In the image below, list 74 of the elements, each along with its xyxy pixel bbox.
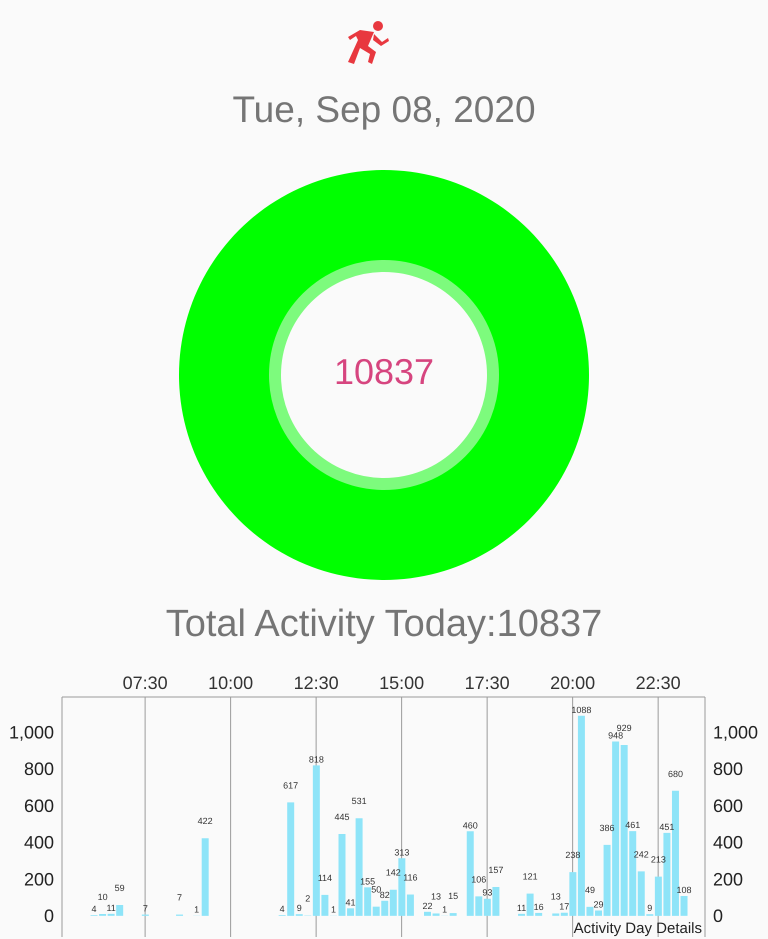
data-label: 617 [283, 780, 298, 790]
data-label: 142 [386, 868, 401, 878]
y-tick-label: 800 [24, 759, 54, 780]
data-label: 680 [668, 768, 683, 779]
data-label: 445 [334, 812, 350, 822]
data-label: 13 [431, 891, 442, 902]
data-label: 386 [600, 822, 615, 833]
y2-tick-label: 400 [713, 832, 744, 853]
data-label: 50 [371, 884, 382, 895]
data-label: 422 [198, 816, 213, 826]
data-label: 114 [318, 872, 332, 883]
y2-tick-label: 600 [713, 796, 744, 816]
data-label: 451 [659, 822, 674, 832]
data-label: 22 [422, 900, 433, 911]
data-label: 106 [471, 874, 486, 884]
x-tick-label: 07:30 [122, 673, 168, 693]
data-label: 121 [522, 872, 538, 882]
data-label: 242 [634, 849, 649, 860]
data-label: 9 [647, 903, 652, 914]
data-label: 818 [308, 754, 324, 764]
data-label: 157 [488, 864, 504, 875]
data-label: 313 [394, 847, 410, 858]
data-label: 461 [625, 820, 640, 830]
y2-tick-label: 1,000 [713, 722, 758, 742]
data-label: 17 [559, 902, 570, 912]
text: 10837 [332, 351, 436, 393]
y-tick-label: 1,000 [8, 722, 54, 742]
data-label: 108 [676, 884, 692, 895]
data-label: 4 [280, 904, 285, 914]
data-label: 1 [442, 904, 448, 915]
data-label: 531 [352, 796, 367, 806]
y2-tick-label: 200 [713, 869, 744, 890]
data-label: 155 [360, 876, 376, 886]
data-label: 7 [177, 892, 182, 903]
data-label: 2 [305, 893, 310, 904]
data-label: 948 [608, 730, 624, 741]
data-label: 4 [92, 904, 97, 914]
data-label: 213 [650, 854, 666, 865]
data-label: 41 [346, 897, 356, 908]
x-tick-label: 12:30 [294, 673, 339, 693]
x-tick-label: 20:00 [550, 673, 596, 693]
data-label: 1 [330, 904, 336, 915]
data-label: 7 [142, 904, 148, 914]
data-label: 49 [584, 884, 595, 895]
y2-tick-label: 800 [713, 759, 744, 780]
data-label: 16 [534, 902, 544, 912]
chart-title: Total Activity Today:10837 [164, 602, 604, 647]
y-tick-label: 400 [24, 832, 54, 853]
data-label: 93 [482, 888, 492, 898]
data-label: 15 [448, 891, 458, 902]
y2-tick-label: 0 [713, 906, 724, 926]
data-label: 460 [462, 820, 478, 830]
data-label: 1088 [571, 704, 592, 715]
y-tick-label: 600 [24, 796, 54, 816]
data-label: 1 [194, 904, 200, 915]
x-tick-label: 15:00 [379, 673, 424, 693]
x-tick-label: 17:30 [464, 673, 510, 693]
data-label: 11 [106, 902, 116, 913]
data-label: 29 [594, 900, 604, 910]
annotation: Activity Day Details [574, 920, 702, 937]
x-tick-label: 10:00 [208, 673, 254, 693]
y-tick-label: 0 [44, 906, 54, 926]
data-label: 10 [98, 892, 108, 902]
y-tick-label: 200 [24, 869, 54, 890]
data-label: 929 [616, 723, 632, 733]
data-label: 11 [516, 902, 526, 913]
data-label: 59 [114, 883, 125, 893]
data-label: 9 [296, 903, 302, 914]
data-label: 116 [403, 872, 418, 883]
data-label: 82 [380, 890, 390, 900]
data-label: 238 [565, 850, 580, 860]
chart-title: Tue, Sep 08, 2020 [231, 88, 537, 132]
x-tick-label: 22:30 [636, 673, 681, 693]
data-label: 13 [550, 891, 561, 902]
